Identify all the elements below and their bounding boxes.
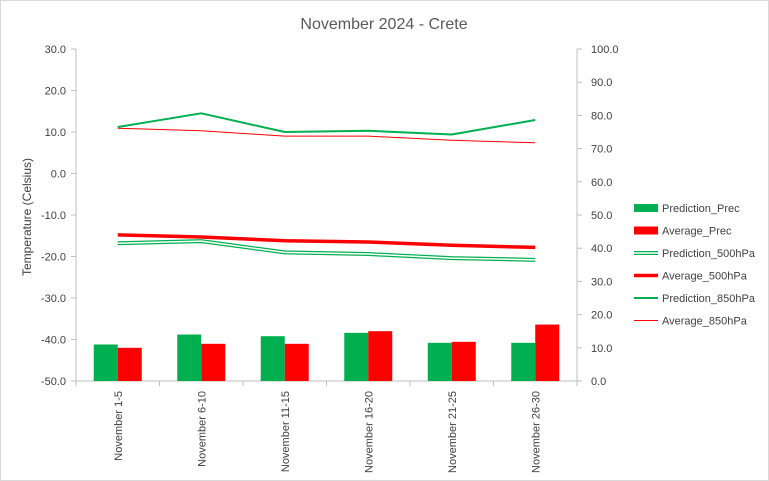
bar-average-prec <box>368 331 393 381</box>
x-tick-label: November 26-30 <box>530 391 542 473</box>
y-tick-label: -10.0 <box>41 210 66 222</box>
legend-label: Average_850hPa <box>662 316 748 328</box>
y2-tick-label: 0.0 <box>591 376 606 388</box>
chart-title: November 2024 - Crete <box>300 16 467 33</box>
y-tick-label: 0.0 <box>51 169 66 181</box>
y-tick-label: -30.0 <box>41 293 66 305</box>
legend-label: Prediction_850hPa <box>662 293 756 305</box>
y2-tick-label: 40.0 <box>591 243 612 255</box>
line-prediction-500hpa-inner <box>117 240 536 261</box>
bars <box>93 324 560 381</box>
y-tick-label: -50.0 <box>41 376 66 388</box>
x-tick-label: November 16-20 <box>363 391 375 473</box>
bar-average-prec <box>451 341 476 381</box>
x-tick-label: November 1-5 <box>113 391 125 461</box>
y2-tick-label: 70.0 <box>591 144 612 156</box>
legend: Prediction_Prec Average_Prec Prediction_50… <box>634 203 756 328</box>
x-tick-label: November 6-10 <box>196 391 208 467</box>
y-tick-label: 10.0 <box>45 127 66 139</box>
bar-prediction-prec <box>511 342 536 381</box>
x-tick-label: November 11-15 <box>280 391 292 472</box>
y-axis-label: Temperature (Celsius) <box>20 158 34 276</box>
y-tick-label: 20.0 <box>45 86 66 98</box>
line-prediction-500hpa <box>117 239 536 262</box>
y2-tick-label: 20.0 <box>591 310 612 322</box>
y2-tick-label: 60.0 <box>591 177 612 189</box>
legend-item-prediction-850hpa: Prediction_850hPa <box>634 293 756 305</box>
legend-swatch <box>634 204 658 212</box>
x-tick-label: November 21-25 <box>447 391 459 473</box>
line-average-500hpa <box>117 233 536 250</box>
y2-tick-label: 10.0 <box>591 343 612 355</box>
y-tick-label: 30.0 <box>45 44 66 56</box>
line-average-850hpa <box>117 127 536 144</box>
lines <box>117 112 536 262</box>
legend-item-prediction-prec: Prediction_Prec <box>634 203 740 215</box>
y-tick-label: -20.0 <box>41 252 66 264</box>
bar-average-prec <box>284 343 309 381</box>
bar-prediction-prec <box>260 336 285 381</box>
y2-tick-label: 30.0 <box>591 276 612 288</box>
bar-average-prec <box>201 343 226 381</box>
y2-tick-label: 50.0 <box>591 210 612 222</box>
legend-swatch <box>634 226 658 235</box>
axes: 30.0 20.0 10.0 0.0 -10.0 -20.0 -30.0 -40.0 -50.0… <box>41 44 619 388</box>
y2-tick-label: 80.0 <box>591 110 612 122</box>
bar-prediction-prec <box>177 334 202 381</box>
bar-average-prec <box>117 347 142 381</box>
bar-average-prec <box>535 324 560 381</box>
y2-tick-label: 90.0 <box>591 77 612 89</box>
bar-prediction-prec <box>344 332 369 381</box>
y-tick-label: -40.0 <box>41 335 66 347</box>
legend-label: Average_Prec <box>662 226 732 238</box>
legend-item-average-prec: Average_Prec <box>634 226 732 238</box>
x-axis-ticks: November 1-5 November 6-10 November 11-15 N… <box>113 391 543 473</box>
legend-item-average-850hpa: Average_850hPa <box>634 316 748 328</box>
bar-prediction-prec <box>427 342 452 381</box>
line-prediction-850hpa <box>117 112 536 136</box>
legend-label: Average_500hPa <box>662 271 748 283</box>
legend-label: Prediction_500hPa <box>662 248 756 260</box>
legend-label: Prediction_Prec <box>662 203 740 215</box>
y2-tick-label: 100.0 <box>591 44 619 56</box>
legend-item-average-500hpa: Average_500hPa <box>634 271 748 283</box>
legend-item-prediction-500hpa: Prediction_500hPa <box>634 248 756 260</box>
bar-prediction-prec <box>93 344 118 381</box>
